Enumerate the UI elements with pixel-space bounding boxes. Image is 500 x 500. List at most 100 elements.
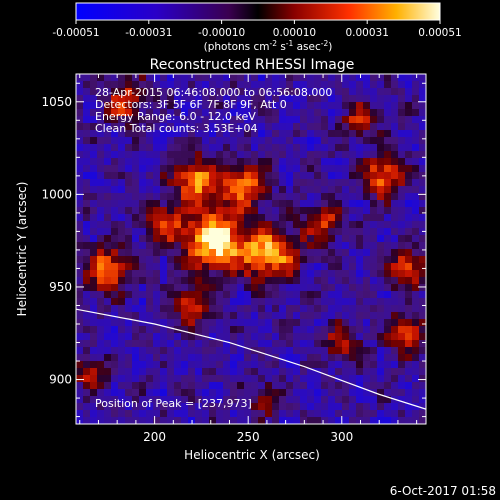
heatmap-cell <box>279 270 287 278</box>
heatmap-cell <box>223 354 231 362</box>
heatmap-cell <box>90 235 98 243</box>
heatmap-cell <box>265 200 273 208</box>
heatmap-cell <box>335 186 343 194</box>
heatmap-cell <box>223 277 231 285</box>
heatmap-cell <box>251 403 259 411</box>
heatmap-cell <box>265 277 273 285</box>
heatmap-cell <box>160 95 168 103</box>
heatmap-cell <box>230 109 238 117</box>
heatmap-cell <box>265 361 273 369</box>
heatmap-cell <box>167 137 175 145</box>
heatmap-cell <box>216 74 224 82</box>
heatmap-cell <box>230 172 238 180</box>
heatmap-cell <box>258 256 266 264</box>
heatmap-cell <box>293 389 301 397</box>
heatmap-cell <box>251 284 259 292</box>
heatmap-cell <box>111 74 119 82</box>
heatmap-cell <box>209 340 217 348</box>
heatmap-cell <box>419 347 426 355</box>
heatmap-cell <box>314 347 322 355</box>
heatmap-cell <box>244 144 252 152</box>
heatmap-cell <box>377 382 385 390</box>
heatmap-cell <box>356 137 364 145</box>
heatmap-cell <box>188 214 196 222</box>
heatmap-cell <box>216 319 224 327</box>
heatmap-cell <box>76 368 84 376</box>
heatmap-cell <box>405 249 413 257</box>
heatmap-cell <box>104 130 112 138</box>
heatmap-cell <box>300 179 308 187</box>
heatmap-cell <box>307 242 315 250</box>
heatmap-cell <box>251 382 259 390</box>
heatmap-cell <box>307 312 315 320</box>
heatmap-cell <box>244 102 252 110</box>
heatmap-cell <box>363 88 371 96</box>
heatmap-cell <box>195 214 203 222</box>
heatmap-cell <box>363 361 371 369</box>
heatmap-cell <box>251 319 259 327</box>
heatmap-cell <box>202 235 210 243</box>
heatmap-cell <box>216 326 224 334</box>
heatmap-cell <box>153 88 161 96</box>
heatmap-cell <box>293 256 301 264</box>
heatmap-cell <box>83 102 91 110</box>
heatmap-cell <box>377 151 385 159</box>
heatmap-cell <box>104 186 112 194</box>
heatmap-cell <box>132 305 140 313</box>
heatmap-cell <box>328 333 336 341</box>
heatmap-cell <box>97 410 105 418</box>
colorbar-tick-label: 0.00010 <box>273 27 316 39</box>
heatmap-cell <box>237 333 245 341</box>
heatmap-cell <box>153 368 161 376</box>
heatmap-cell <box>146 396 154 404</box>
heatmap-cell <box>307 256 315 264</box>
heatmap-cell <box>104 249 112 257</box>
heatmap-cell <box>230 102 238 110</box>
heatmap-cell <box>202 375 210 383</box>
heatmap-cell <box>328 165 336 173</box>
heatmap-cell <box>272 368 280 376</box>
heatmap-cell <box>321 193 329 201</box>
heatmap-cell <box>104 109 112 117</box>
heatmap-cell <box>286 263 294 271</box>
heatmap-cell <box>174 102 182 110</box>
heatmap-cell <box>384 179 392 187</box>
colorbar-unit-label: (photons cm-2 s-1 asec-2) <box>204 39 333 53</box>
heatmap-cell <box>83 123 91 131</box>
heatmap-cell <box>293 417 301 424</box>
heatmap-cell <box>216 200 224 208</box>
heatmap-cell <box>405 165 413 173</box>
heatmap-cell <box>223 235 231 243</box>
heatmap-cell <box>405 403 413 411</box>
heatmap-cell <box>188 172 196 180</box>
heatmap-cell <box>153 410 161 418</box>
heatmap-cell <box>258 95 266 103</box>
heatmap-cell <box>97 298 105 306</box>
heatmap-cell <box>272 221 280 229</box>
heatmap-cell <box>377 305 385 313</box>
heatmap-cell <box>377 403 385 411</box>
heatmap-cell <box>258 312 266 320</box>
heatmap-cell <box>342 116 350 124</box>
heatmap-cell <box>139 319 147 327</box>
heatmap-cell <box>97 200 105 208</box>
heatmap-cell <box>300 361 308 369</box>
heatmap-cell <box>97 361 105 369</box>
heatmap-cell <box>349 123 357 131</box>
heatmap-cell <box>97 193 105 201</box>
peak-position-text: Position of Peak = [237,973] <box>95 397 252 410</box>
heatmap-cell <box>405 179 413 187</box>
heatmap-cell <box>398 214 406 222</box>
heatmap-cell <box>314 291 322 299</box>
heatmap-cell <box>146 403 154 411</box>
heatmap-cell <box>83 256 91 264</box>
heatmap-cell <box>83 319 91 327</box>
heatmap-cell <box>160 109 168 117</box>
heatmap-cell <box>209 228 217 236</box>
heatmap-cell <box>363 333 371 341</box>
heatmap-cell <box>83 375 91 383</box>
heatmap-cell <box>293 102 301 110</box>
heatmap-cell <box>216 207 224 215</box>
heatmap-cell <box>419 186 426 194</box>
heatmap-cell <box>251 165 259 173</box>
